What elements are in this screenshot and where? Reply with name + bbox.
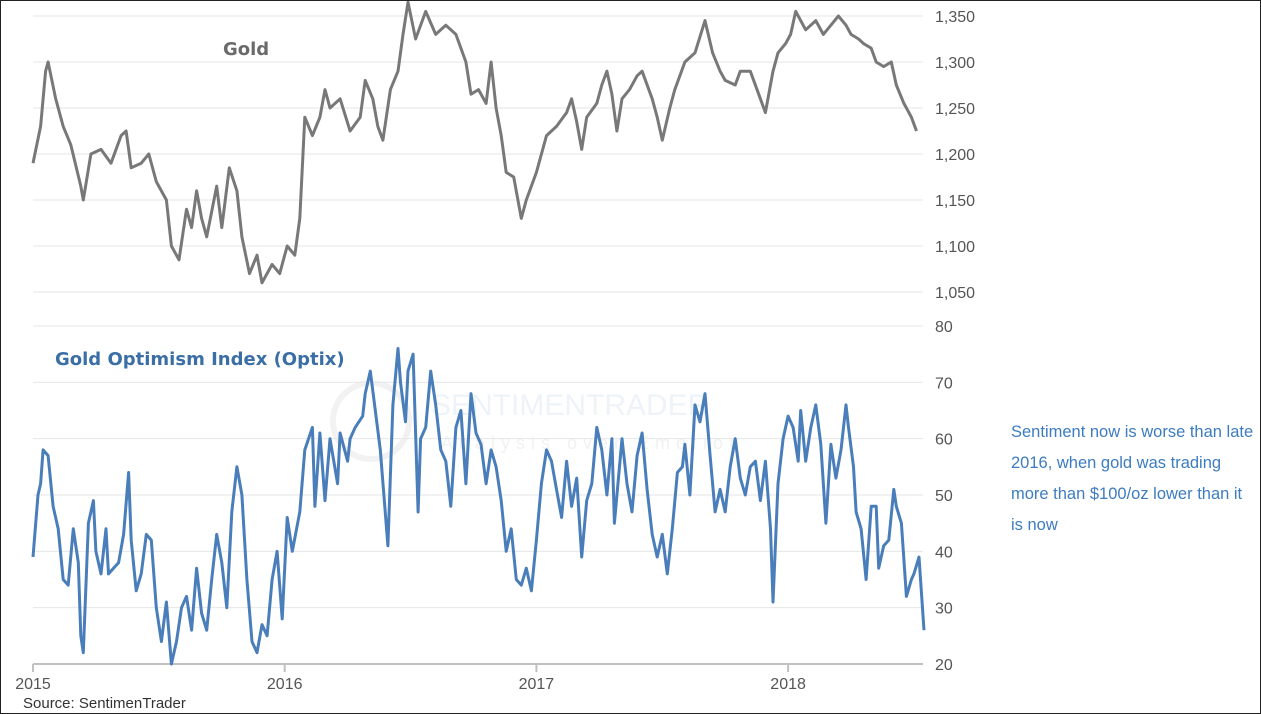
x-tick-label: 2015 [15, 676, 51, 693]
watermark-brand: SENTIMENTRADER [431, 389, 709, 422]
gold-y-tick-label: 1,050 [935, 285, 975, 302]
gold-y-tick-label: 1,350 [935, 9, 975, 26]
gold-y-tick-label: 1,200 [935, 147, 975, 164]
x-tick-label: 2016 [267, 676, 303, 693]
optix-y-tick-label: 40 [935, 544, 953, 561]
optix-y-tick-label: 30 [935, 601, 953, 618]
watermark: SENTIMENTRADER Analysis over Emotion [330, 380, 745, 462]
optix-y-tick-label: 20 [935, 657, 953, 674]
gold-y-tick-label: 1,250 [935, 101, 975, 118]
optix-series-line [31, 347, 926, 666]
annotation-text: Sentiment now is worse than late 2016, w… [1011, 423, 1254, 534]
x-tick-label: 2017 [519, 676, 555, 693]
source-label: Source: SentimenTrader [23, 695, 186, 712]
optix-y-tick-label: 60 [935, 432, 953, 449]
gold-y-tick-label: 1,150 [935, 193, 975, 210]
optix-y-tick-label: 70 [935, 375, 953, 392]
x-tick-label: 2018 [770, 676, 806, 693]
gold-y-tick-label: 1,300 [935, 55, 975, 72]
gold-chart-title: Gold [223, 39, 269, 60]
optix-chart-title: Gold Optimism Index (Optix) [55, 349, 345, 370]
optix-y-tick-label: 80 [935, 319, 953, 336]
gold-y-tick-label: 1,100 [935, 239, 975, 256]
watermark-tagline: Analysis over Emotion [441, 433, 745, 453]
gold-series-line [31, 1, 918, 285]
optix-y-tick-label: 50 [935, 488, 953, 505]
